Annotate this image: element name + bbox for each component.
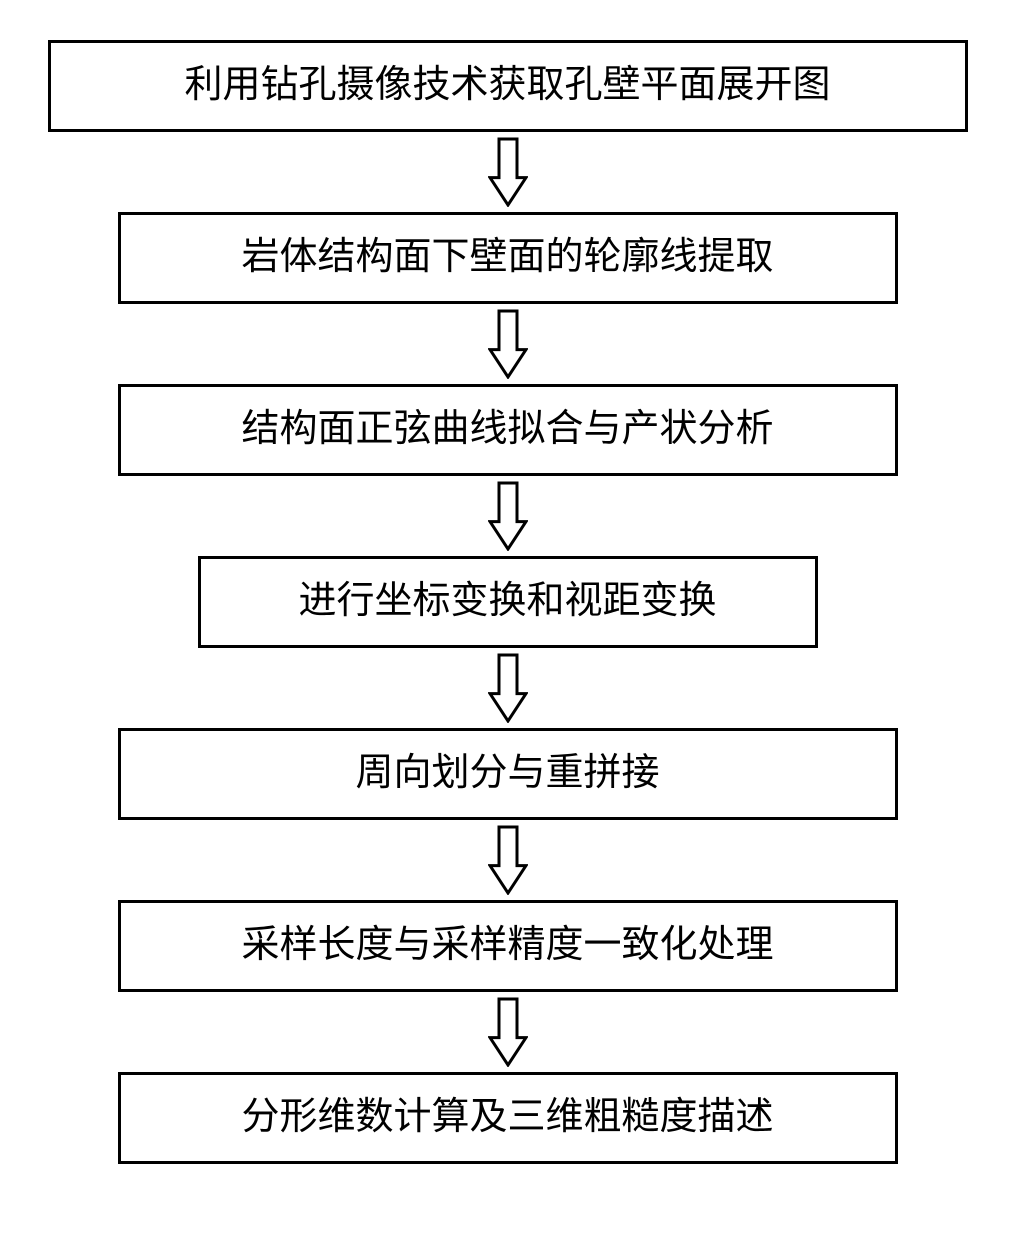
flowchart-container: 利用钻孔摄像技术获取孔壁平面展开图 岩体结构面下壁面的轮廓线提取 结构面正弦曲线…: [48, 40, 968, 1164]
flow-arrow: [488, 825, 528, 895]
flow-node-2: 结构面正弦曲线拟合与产状分析: [118, 384, 898, 476]
flow-node-5: 采样长度与采样精度一致化处理: [118, 900, 898, 992]
flow-arrow: [488, 997, 528, 1067]
flow-arrow: [488, 481, 528, 551]
flow-node-1: 岩体结构面下壁面的轮廓线提取: [118, 212, 898, 304]
flow-node-6: 分形维数计算及三维粗糙度描述: [118, 1072, 898, 1164]
flow-node-4: 周向划分与重拼接: [118, 728, 898, 820]
flow-arrow: [488, 653, 528, 723]
flow-node-3: 进行坐标变换和视距变换: [198, 556, 818, 648]
flow-node-0: 利用钻孔摄像技术获取孔壁平面展开图: [48, 40, 968, 132]
flow-arrow: [488, 137, 528, 207]
flow-arrow: [488, 309, 528, 379]
